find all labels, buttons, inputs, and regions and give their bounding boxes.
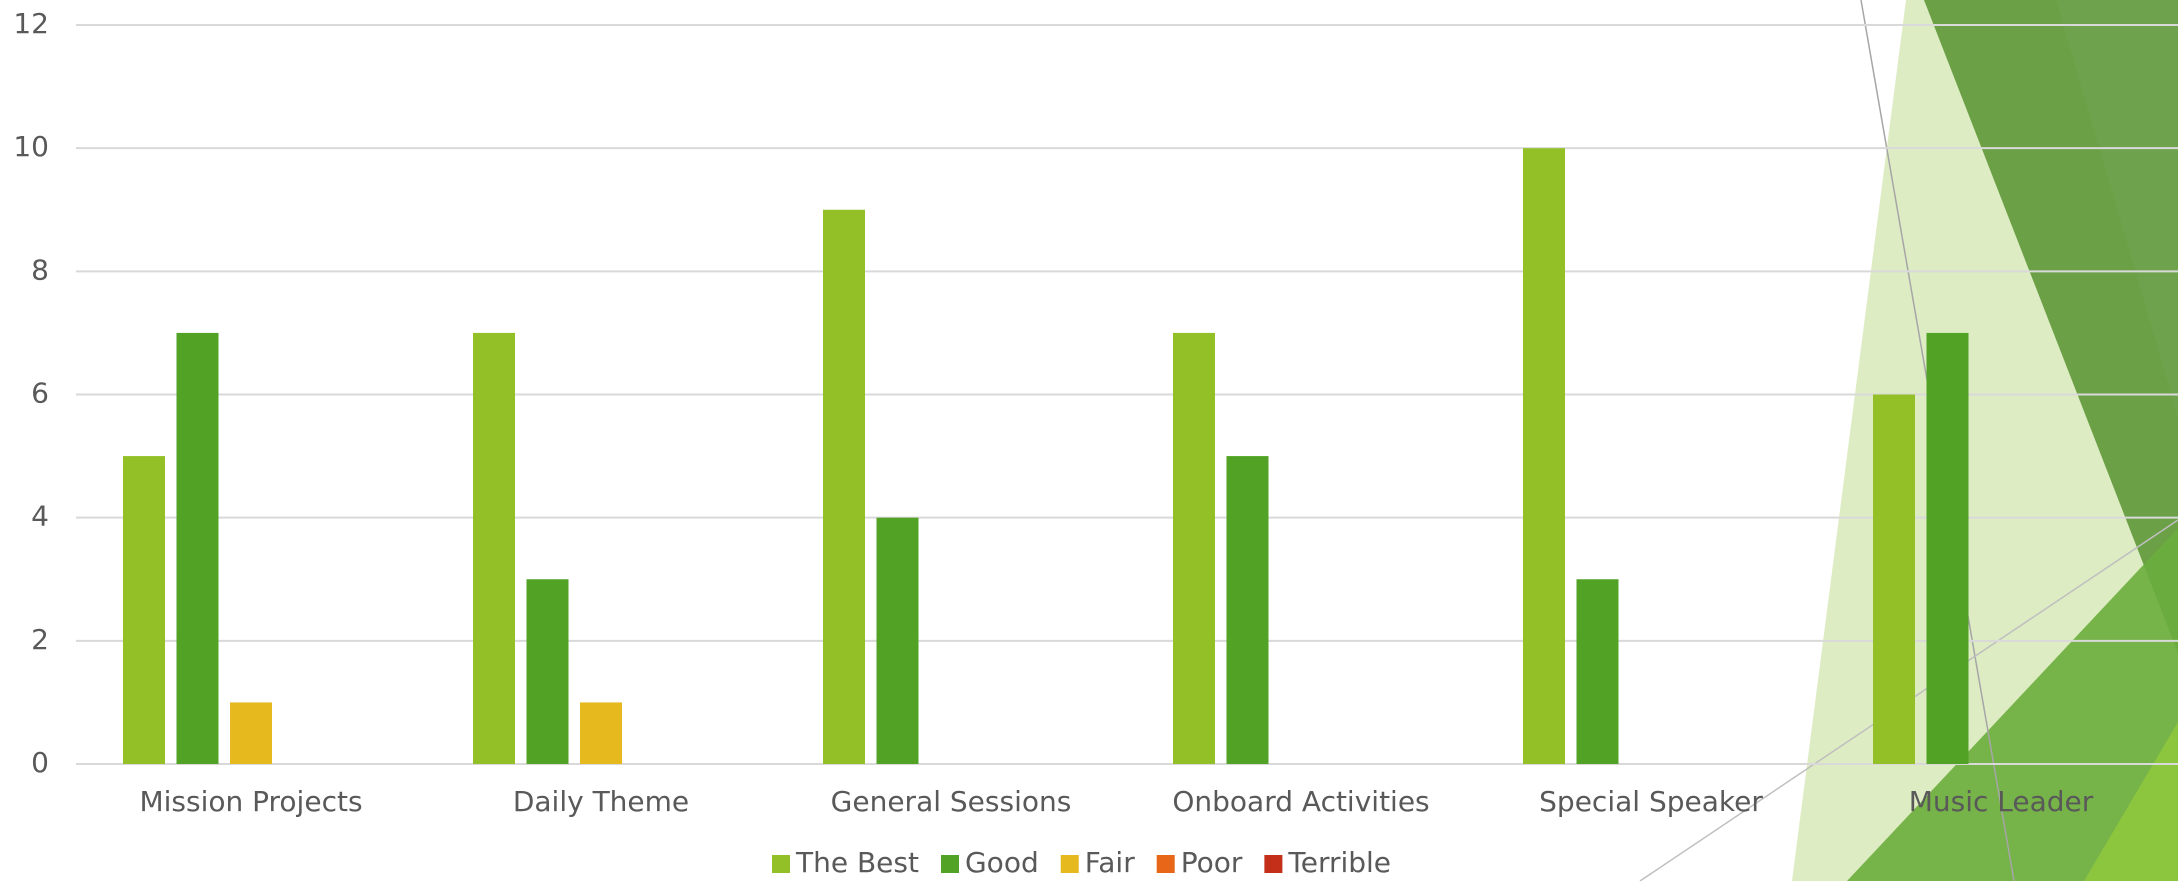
bar [580, 702, 622, 764]
bar [1926, 332, 1969, 764]
bar [526, 579, 569, 764]
y-tick-label: 10 [13, 130, 49, 163]
x-tick-label: Mission Projects [139, 785, 362, 818]
legend-swatch [940, 855, 959, 873]
x-tick-label: General Sessions [831, 785, 1072, 818]
x-tick-label: Onboard Activities [1172, 785, 1429, 818]
legend-label: Terrible [1287, 846, 1391, 879]
y-tick-label: 12 [13, 7, 49, 40]
x-tick-label: Music Leader [1909, 785, 2094, 818]
y-tick-label: 6 [31, 377, 49, 410]
y-tick-label: 2 [31, 623, 49, 656]
bar [473, 332, 515, 764]
x-tick-label: Special Speaker [1539, 785, 1763, 818]
bar [876, 517, 919, 764]
x-tick-label: Daily Theme [513, 785, 689, 818]
bar [823, 209, 865, 764]
bar [1873, 394, 1915, 764]
legend-label: The Best [795, 846, 919, 879]
bar [1173, 332, 1215, 764]
legend-swatch [1060, 855, 1079, 873]
legend-label: Good [965, 846, 1039, 879]
bar [230, 702, 272, 764]
legend-label: Fair [1085, 846, 1135, 879]
legend-label: Poor [1181, 846, 1243, 879]
legend-swatch [1156, 855, 1175, 873]
y-tick-label: 8 [31, 253, 49, 286]
bar [1576, 579, 1619, 764]
bar [1226, 456, 1269, 764]
legend-swatch [1264, 855, 1283, 873]
legend-swatch [772, 855, 790, 873]
bar [123, 456, 165, 764]
bar [1523, 148, 1565, 764]
y-tick-label: 0 [31, 746, 49, 779]
bar [176, 332, 219, 764]
y-tick-label: 4 [31, 500, 49, 533]
